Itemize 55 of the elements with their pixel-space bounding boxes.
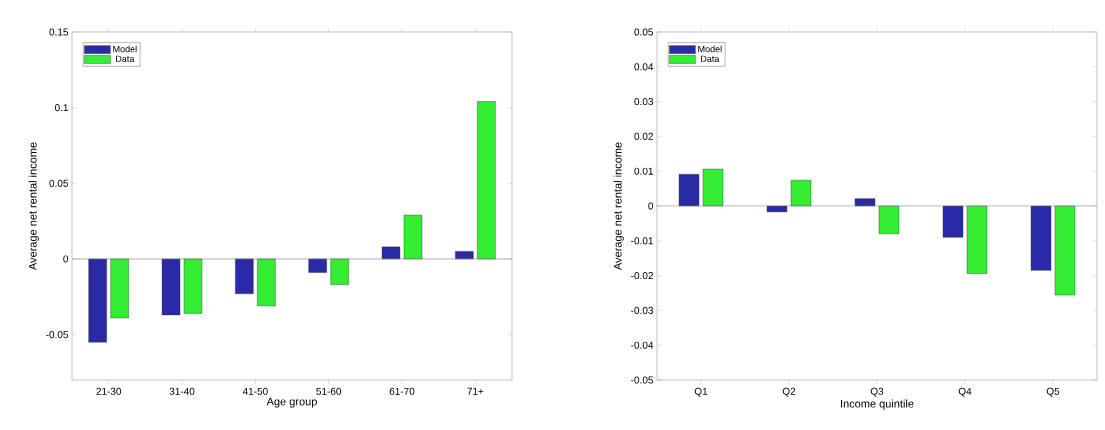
x-axis-title: Income quintile <box>841 399 914 410</box>
bar <box>403 214 423 260</box>
y-tick-label: 0 <box>648 202 654 210</box>
bar <box>308 258 327 273</box>
y-tick-label: 0 <box>63 255 69 263</box>
x-tick-label: Q5 <box>1046 387 1060 397</box>
y-tick-label: 0.04 <box>634 63 654 71</box>
bar <box>330 258 349 285</box>
y-tick-label: 0.03 <box>634 98 654 106</box>
x-tick-label: 61-70 <box>389 387 415 395</box>
y-tick-label: 0.15 <box>49 28 69 36</box>
bar <box>257 258 276 307</box>
bar <box>235 258 254 294</box>
y-tick-label: 0.05 <box>49 179 69 187</box>
y-axis-title: Average net rental income <box>613 142 624 271</box>
bar <box>678 174 700 207</box>
legend-label: Model <box>113 45 137 53</box>
bar <box>1054 205 1076 296</box>
bar <box>790 180 812 207</box>
bar <box>88 258 107 343</box>
legend-label: Data <box>116 55 135 62</box>
x-tick-label: Q4 <box>958 387 972 397</box>
x-tick-label: Q2 <box>782 387 796 397</box>
bar <box>942 205 964 238</box>
x-tick-label: 41-50 <box>242 387 268 395</box>
y-tick-label: 0.05 <box>634 28 654 36</box>
legend-label: Data <box>701 55 720 62</box>
y-tick-label: 0.01 <box>634 167 653 175</box>
x-tick-label: Q1 <box>694 387 708 397</box>
bar <box>766 205 788 213</box>
y-tick-label: 0.1 <box>54 104 68 112</box>
y-tick-label: -0.04 <box>631 341 654 349</box>
x-tick-label: 31-40 <box>169 387 195 395</box>
x-tick-label: 51-60 <box>316 387 342 395</box>
bar <box>477 101 496 260</box>
x-tick-label: Q3 <box>870 387 884 397</box>
y-tick-label: -0.02 <box>631 272 653 280</box>
y-tick-label: 0.02 <box>634 132 653 140</box>
y-tick-label: -0.01 <box>631 237 653 245</box>
y-tick-label: -0.05 <box>46 331 69 339</box>
y-tick-label: -0.05 <box>631 376 654 384</box>
bar <box>183 258 203 314</box>
x-tick-label: 71+ <box>467 387 484 395</box>
bar <box>878 205 900 235</box>
bar <box>1030 205 1052 271</box>
bar <box>702 168 724 207</box>
bar <box>966 205 988 274</box>
bar <box>381 246 401 260</box>
x-tick-label: 21-30 <box>96 387 122 395</box>
y-tick-label: -0.03 <box>631 306 654 314</box>
x-axis-title: Age group <box>266 397 317 408</box>
legend-label: Model <box>698 45 722 53</box>
bar <box>110 258 129 319</box>
y-axis-title: Average net rental income <box>28 142 39 271</box>
bar <box>161 258 181 316</box>
